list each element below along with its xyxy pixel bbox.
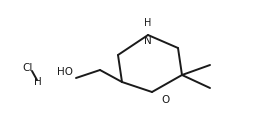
Text: H: H	[34, 77, 42, 87]
Text: H: H	[144, 18, 152, 28]
Text: O: O	[162, 95, 170, 105]
Text: N: N	[144, 36, 152, 46]
Text: HO: HO	[57, 67, 73, 77]
Text: Cl: Cl	[23, 63, 33, 73]
